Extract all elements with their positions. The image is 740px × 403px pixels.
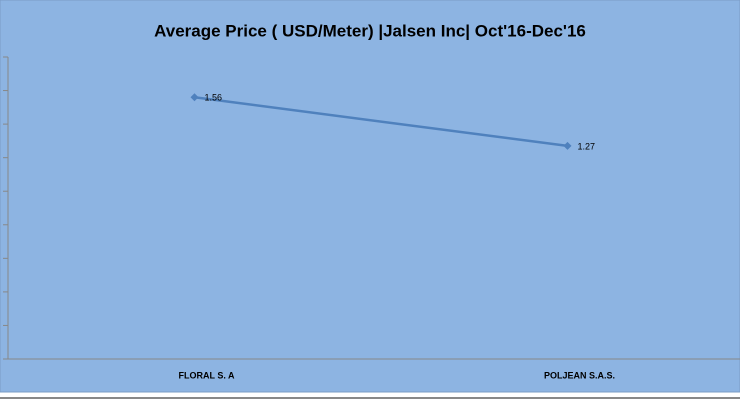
series-line (194, 96, 568, 148)
chart-area (0, 0, 740, 393)
x-tick-label: POLJEAN S.A.S. (544, 370, 615, 380)
data-label: 1.56 (205, 93, 223, 103)
marker (190, 93, 199, 102)
chart-title: Average Price ( USD/Meter) |Jalsen Inc| … (154, 21, 586, 40)
data-label: 1.27 (578, 141, 596, 151)
marker (563, 141, 572, 150)
x-tick-label: FLORAL S. A (179, 370, 236, 380)
